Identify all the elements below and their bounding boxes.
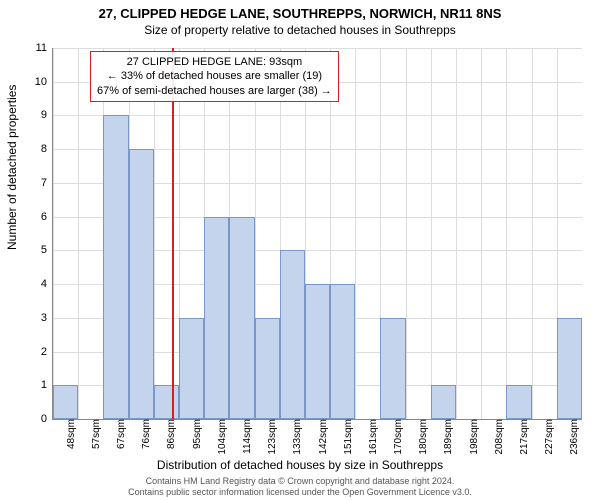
x-tick: 133sqm [288,419,303,455]
chart-area: 0123456789101148sqm57sqm67sqm76sqm86sqm9… [52,48,582,420]
bar [380,318,405,419]
y-tick: 7 [41,177,53,189]
bar [557,318,582,419]
y-tick: 9 [41,109,53,121]
marker-line [172,48,174,419]
gridline-v [506,48,507,419]
bar [255,318,280,419]
gridline-v [406,48,407,419]
gridline-v [481,48,482,419]
gridline-v [78,48,79,419]
footer-attribution: Contains HM Land Registry data © Crown c… [0,476,600,498]
y-tick: 4 [41,278,53,290]
x-tick: 95sqm [188,419,203,449]
bar [204,217,229,419]
x-tick: 123sqm [263,419,278,455]
chart-container: 27, CLIPPED HEDGE LANE, SOUTHREPPS, NORW… [0,0,600,500]
gridline-v [154,48,155,419]
x-tick: 189sqm [439,419,454,455]
y-tick: 5 [41,244,53,256]
x-tick: 57sqm [87,419,102,449]
chart-title: 27, CLIPPED HEDGE LANE, SOUTHREPPS, NORW… [0,0,600,21]
x-tick: 76sqm [137,419,152,449]
x-tick: 67sqm [112,419,127,449]
x-axis-label: Distribution of detached houses by size … [0,458,600,472]
annotation-line2: ← 33% of detached houses are smaller (19… [97,69,332,83]
bar [179,318,204,419]
x-tick: 170sqm [389,419,404,455]
gridline-v [53,48,54,419]
x-tick: 104sqm [213,419,228,455]
x-tick: 227sqm [540,419,555,455]
x-tick: 48sqm [62,419,77,449]
x-tick: 198sqm [465,419,480,455]
bar [506,385,531,419]
bar [129,149,154,419]
annotation-box: 27 CLIPPED HEDGE LANE: 93sqm← 33% of det… [90,51,339,102]
gridline-v [456,48,457,419]
x-tick: 86sqm [162,419,177,449]
x-tick: 161sqm [364,419,379,455]
gridline-v [532,48,533,419]
bar [280,250,305,419]
gridline-v [355,48,356,419]
bar [103,115,128,419]
x-tick: 114sqm [238,419,253,454]
x-tick: 151sqm [339,419,354,455]
footer-line2: Contains public sector information licen… [0,487,600,498]
gridline-v [431,48,432,419]
bar [229,217,254,419]
x-tick: 142sqm [314,419,329,455]
y-tick: 8 [41,143,53,155]
y-tick: 11 [36,42,53,54]
y-tick: 2 [41,346,53,358]
bar [330,284,355,419]
bar [53,385,78,419]
bar [305,284,330,419]
annotation-line1: 27 CLIPPED HEDGE LANE: 93sqm [97,55,332,69]
x-tick: 217sqm [515,419,530,455]
y-tick: 10 [35,76,53,88]
gridline-h [53,115,582,116]
chart-subtitle: Size of property relative to detached ho… [0,21,600,37]
plot-region: 0123456789101148sqm57sqm67sqm76sqm86sqm9… [52,48,582,420]
annotation-line3: 67% of semi-detached houses are larger (… [97,84,332,98]
x-tick: 180sqm [414,419,429,455]
bar [154,385,179,419]
y-tick: 3 [41,312,53,324]
x-tick: 208sqm [490,419,505,455]
y-tick: 1 [41,379,53,391]
y-axis-label: Number of detached properties [5,85,19,250]
y-tick: 6 [41,211,53,223]
gridline-h [53,48,582,49]
x-tick: 236sqm [565,419,580,455]
y-tick: 0 [41,413,53,425]
footer-line1: Contains HM Land Registry data © Crown c… [0,476,600,487]
bar [431,385,456,419]
